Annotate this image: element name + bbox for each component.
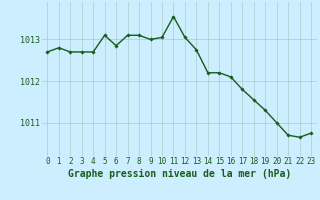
X-axis label: Graphe pression niveau de la mer (hPa): Graphe pression niveau de la mer (hPa)	[68, 169, 291, 179]
